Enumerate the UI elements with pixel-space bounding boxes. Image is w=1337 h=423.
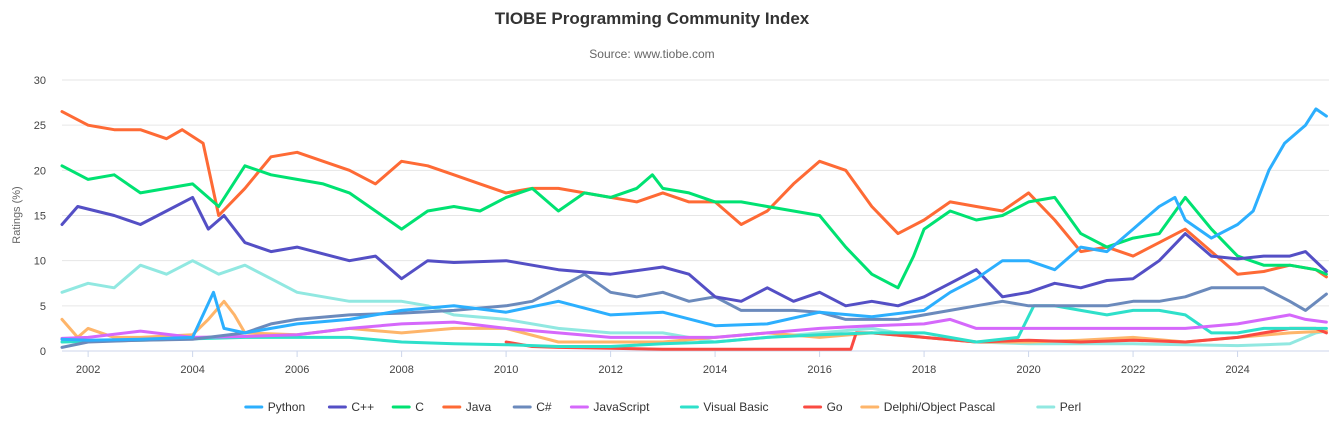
grid-layer <box>62 79 1329 352</box>
series-line-visual-basic <box>60 304 1328 348</box>
x-tick-label: 2016 <box>807 364 831 376</box>
legend-label: Visual Basic <box>703 400 768 414</box>
legend-item[interactable]: C++ <box>327 400 374 414</box>
series-line-perl <box>60 259 1328 348</box>
y-tick-label: 25 <box>34 120 46 132</box>
legend-item[interactable]: Java <box>442 400 492 414</box>
series-line-java <box>60 110 1328 279</box>
series-line-c <box>60 164 1328 290</box>
x-tick-label: 2012 <box>598 364 622 376</box>
x-tick-label: 2004 <box>180 364 204 376</box>
x-tick-label: 2020 <box>1016 364 1040 376</box>
y-tick-label: 15 <box>34 211 46 223</box>
legend-label: JavaScript <box>593 400 650 414</box>
series-line-go <box>504 326 1328 351</box>
x-tick-label: 2024 <box>1225 364 1249 376</box>
legend-label: Go <box>827 400 843 414</box>
y-axis-ticks: 0 5 10 15 20 25 30 <box>34 75 46 358</box>
x-tick-label: 2008 <box>389 364 413 376</box>
x-axis-ticks: 2002 2004 2006 2008 2010 2012 2014 2016 2018 2020… <box>76 351 1250 376</box>
x-tick-label: 2010 <box>494 364 518 376</box>
legend-label: Java <box>466 400 492 414</box>
legend-item[interactable]: Delphi/Object Pascal <box>860 400 995 414</box>
x-tick-label: 2022 <box>1121 364 1145 376</box>
series-layer <box>60 107 1328 351</box>
legend-item[interactable]: Perl <box>1036 400 1081 414</box>
y-tick-label: 10 <box>34 256 46 268</box>
x-tick-label: 2018 <box>912 364 936 376</box>
x-tick-label: 2002 <box>76 364 100 376</box>
y-tick-label: 30 <box>34 75 46 87</box>
legend-label: Delphi/Object Pascal <box>884 400 995 414</box>
chart-subtitle: Source: www.tiobe.com <box>589 47 714 61</box>
legend: Python C++ C Java C# JavaScript Visual Basic Go… <box>244 400 1081 414</box>
legend-item[interactable]: C <box>391 400 424 414</box>
legend-label: Python <box>268 400 305 414</box>
legend-label: C++ <box>351 400 374 414</box>
chart-title: TIOBE Programming Community Index <box>495 9 810 28</box>
x-tick-label: 2006 <box>285 364 309 376</box>
y-axis-title: Ratings (%) <box>11 186 23 243</box>
y-tick-label: 0 <box>40 346 46 358</box>
legend-item[interactable]: JavaScript <box>569 400 650 414</box>
legend-item[interactable]: Visual Basic <box>679 400 769 414</box>
legend-label: C# <box>536 400 552 414</box>
x-tick-label: 2014 <box>703 364 727 376</box>
legend-item[interactable]: C# <box>512 400 552 414</box>
series-line-c- <box>60 272 1328 349</box>
y-tick-label: 20 <box>34 165 46 177</box>
y-tick-label: 5 <box>40 301 46 313</box>
legend-item[interactable]: Go <box>803 400 843 414</box>
legend-label: C <box>415 400 424 414</box>
series-line-c- <box>60 195 1328 308</box>
legend-label: Perl <box>1060 400 1081 414</box>
legend-item[interactable]: Python <box>244 400 305 414</box>
series-line-javascript <box>60 313 1328 340</box>
series-line-python <box>60 107 1328 342</box>
